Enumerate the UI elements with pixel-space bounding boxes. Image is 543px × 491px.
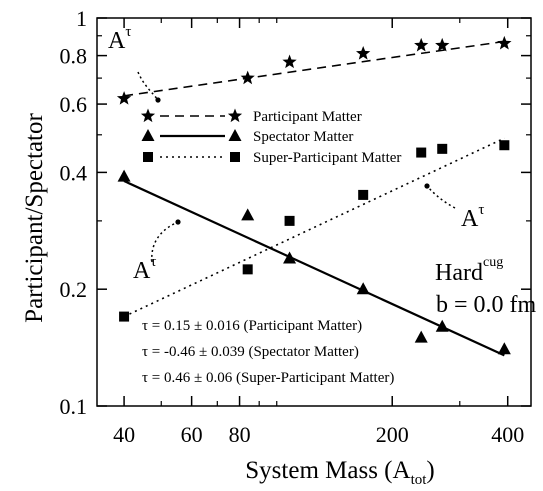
annotation-sup: τ [150,254,156,270]
legend-label: Super-Participant Matter [253,150,401,166]
x-axis-label-sub: tot [411,472,428,488]
axis-ticks: 0.1 0.2 0.4 0.6 0.8 1 40 60 80 200 400 [60,6,531,447]
star-marker [414,37,429,52]
legend-label: Spectator Matter [253,129,353,145]
square-marker [416,147,427,158]
triangle-marker [283,251,297,264]
annotation-a-tau: Aτ [461,202,484,232]
legend-marker-star [140,108,156,123]
x-tick-label: 400 [491,422,524,447]
x-tick-label: 80 [229,422,251,447]
impact-parameter-label: b = 0.0 fm [436,292,537,318]
x-axis-label: System Mass (Atot) [245,457,434,488]
star-marker [435,37,450,52]
data-markers [116,35,512,355]
annotation-arrowhead [424,183,430,189]
legend-marker-triangle-end [228,129,242,141]
fit-line-square [123,137,505,318]
annotation-base: A [461,206,479,232]
legend: Participant Matter Spectator Matter Super-… [140,108,401,166]
plot-area-border [96,17,532,407]
annotation-a-tau: Aτ [108,24,131,54]
y-axis-label: Participant/Spectator [21,112,48,322]
square-marker [358,189,369,200]
x-tick-label: 40 [113,422,135,447]
square-marker [119,311,130,322]
legend-label: Participant Matter [253,109,362,125]
annotation-arrow [426,185,456,209]
y-tick-label: 0.1 [60,394,88,419]
square-marker [499,140,510,151]
legend-marker-star-end [227,108,243,123]
triangle-marker [414,330,428,343]
square-marker [437,143,448,154]
system-label-sup: cug [483,255,503,270]
annotation-sup: τ [478,202,484,218]
legend-marker-square-end [230,152,240,162]
annotation-base: A [108,28,126,54]
x-tick-label: 60 [181,422,203,447]
annotation-arrowhead [155,97,161,103]
x-tick-label: 200 [376,422,409,447]
system-label: Hardcug [435,255,503,286]
annotation-arrow [137,71,159,101]
square-marker [284,215,295,226]
y-tick-label: 1 [76,6,87,31]
star-marker [116,91,132,105]
star-marker [497,35,512,50]
plot-frame [96,17,532,407]
y-tick-label: 0.4 [60,160,88,185]
fit-text-super-participant: τ = 0.46 ± 0.06 (Super-Participant Matte… [142,370,394,386]
legend-marker-triangle [141,129,155,141]
y-tick-label: 0.2 [60,277,88,302]
star-marker [240,70,255,85]
system-label-base: Hard [435,260,483,286]
triangle-marker [497,342,511,355]
annotation-sup: τ [125,24,131,40]
annotation-arrowhead [175,219,181,225]
fit-line-star [123,40,505,97]
triangle-marker [241,208,255,221]
legend-marker-square [143,152,153,162]
fit-text-participant: τ = 0.15 ± 0.016 (Participant Matter) [142,318,362,334]
triangle-marker [356,282,370,295]
square-marker [242,264,253,275]
star-marker [356,46,371,60]
triangle-marker [117,169,131,182]
fit-text-spectator: τ = -0.46 ± 0.039 (Spectator Matter) [142,344,359,360]
x-axis-label-close: ) [426,457,434,484]
y-tick-label: 0.6 [60,92,88,117]
y-tick-label: 0.8 [60,44,88,69]
annotation-a-tau: Aτ [133,254,156,284]
annotation-arrow [151,221,179,263]
x-axis-label-main: System Mass (A [245,457,410,484]
annotation-base: A [133,258,151,284]
triangle-marker [435,319,449,332]
star-marker [282,54,297,69]
